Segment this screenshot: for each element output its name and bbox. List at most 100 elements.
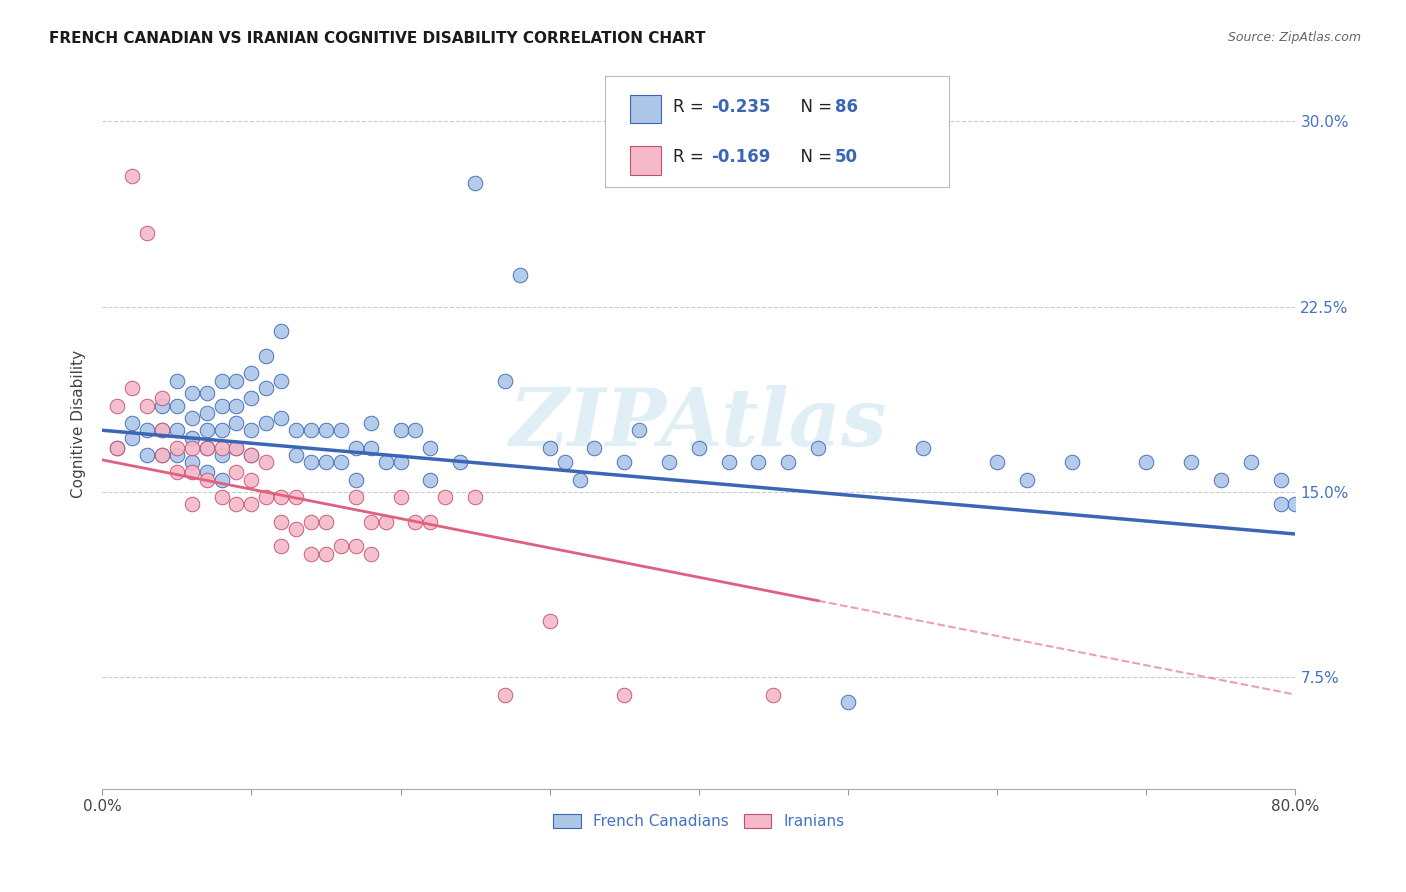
Point xyxy=(254,416,277,430)
Point xyxy=(240,423,263,437)
Point xyxy=(211,399,233,413)
Point xyxy=(554,455,576,469)
Point xyxy=(225,399,247,413)
Point xyxy=(329,540,352,554)
Point xyxy=(180,431,202,445)
Point xyxy=(1180,455,1202,469)
Text: -0.235: -0.235 xyxy=(711,98,770,116)
Point xyxy=(315,455,337,469)
Point xyxy=(1209,473,1232,487)
Point xyxy=(360,441,382,455)
Point xyxy=(225,497,247,511)
Point xyxy=(195,473,218,487)
Point xyxy=(1060,455,1083,469)
Point xyxy=(360,547,382,561)
Point xyxy=(105,399,128,413)
Point xyxy=(911,441,934,455)
Point xyxy=(166,399,188,413)
Point xyxy=(211,441,233,455)
Point xyxy=(628,423,651,437)
Text: 50: 50 xyxy=(835,148,858,166)
Point xyxy=(240,391,263,405)
Point xyxy=(105,441,128,455)
Point xyxy=(150,448,173,462)
Point xyxy=(195,406,218,420)
Point xyxy=(464,176,486,190)
Point xyxy=(1015,473,1038,487)
Y-axis label: Cognitive Disability: Cognitive Disability xyxy=(72,350,86,498)
Text: N =: N = xyxy=(790,148,838,166)
Point xyxy=(329,455,352,469)
Point xyxy=(166,441,188,455)
Point xyxy=(180,441,202,455)
Point xyxy=(240,367,263,381)
Point xyxy=(121,431,143,445)
Point xyxy=(389,423,412,437)
Point xyxy=(315,423,337,437)
Point xyxy=(136,399,159,413)
Point xyxy=(285,423,308,437)
Point xyxy=(404,423,426,437)
Point xyxy=(688,441,710,455)
Point xyxy=(211,423,233,437)
Point xyxy=(150,423,173,437)
Point xyxy=(419,441,441,455)
Point xyxy=(360,515,382,529)
Point xyxy=(762,688,785,702)
Point xyxy=(240,448,263,462)
Point xyxy=(1284,497,1306,511)
Point xyxy=(583,441,606,455)
Point xyxy=(211,473,233,487)
Point xyxy=(240,448,263,462)
Point xyxy=(509,268,531,282)
Point xyxy=(270,410,292,425)
Point xyxy=(225,441,247,455)
Point xyxy=(150,399,173,413)
Point xyxy=(105,441,128,455)
Point xyxy=(344,540,367,554)
Point xyxy=(180,497,202,511)
Point xyxy=(195,423,218,437)
Point xyxy=(494,374,516,388)
Point xyxy=(986,455,1008,469)
Point xyxy=(344,490,367,504)
Point xyxy=(285,522,308,536)
Point xyxy=(254,349,277,363)
Point xyxy=(211,490,233,504)
Point xyxy=(180,410,202,425)
Point xyxy=(389,490,412,504)
Point xyxy=(285,448,308,462)
Point xyxy=(121,169,143,183)
Point xyxy=(121,381,143,395)
Point xyxy=(315,515,337,529)
Point xyxy=(315,547,337,561)
Point xyxy=(344,473,367,487)
Point xyxy=(195,465,218,479)
Point xyxy=(211,374,233,388)
Point xyxy=(225,441,247,455)
Point xyxy=(254,455,277,469)
Point xyxy=(225,374,247,388)
Point xyxy=(1270,473,1292,487)
Text: FRENCH CANADIAN VS IRANIAN COGNITIVE DISABILITY CORRELATION CHART: FRENCH CANADIAN VS IRANIAN COGNITIVE DIS… xyxy=(49,31,706,46)
Point xyxy=(121,416,143,430)
Point xyxy=(136,226,159,240)
Point xyxy=(270,374,292,388)
Point xyxy=(254,490,277,504)
Point xyxy=(225,465,247,479)
Point xyxy=(464,490,486,504)
Text: N =: N = xyxy=(790,98,838,116)
Point xyxy=(778,455,800,469)
Point xyxy=(329,423,352,437)
Point xyxy=(285,490,308,504)
Point xyxy=(180,465,202,479)
Point xyxy=(270,515,292,529)
Point xyxy=(299,515,322,529)
Text: R =: R = xyxy=(673,148,710,166)
Point xyxy=(568,473,591,487)
Point xyxy=(389,455,412,469)
Point xyxy=(150,391,173,405)
Point xyxy=(1270,497,1292,511)
Point xyxy=(1135,455,1157,469)
Point xyxy=(494,688,516,702)
